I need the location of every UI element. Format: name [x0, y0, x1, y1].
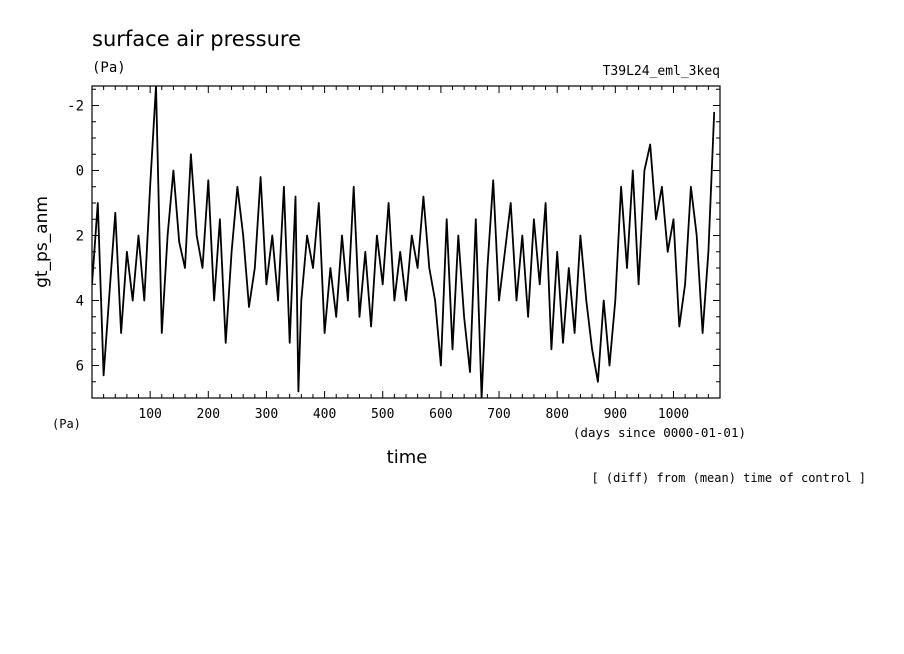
run-label: T39L24_eml_3keq [603, 64, 720, 79]
x-tick-label: 700 [487, 407, 510, 422]
y-tick-label: 2 [76, 229, 84, 245]
x-units-label: (days since 0000-01-01) [573, 425, 746, 440]
x-tick-label: 600 [429, 407, 452, 422]
axis-tick-labels: 100 200 300 400 500 600 700 800 900 1000 -2 0 2 4 6 [67, 99, 689, 423]
x-tick-label: 300 [255, 407, 278, 422]
x-tick-label: 900 [604, 407, 627, 422]
y-axis-label: gt_ps_anm [32, 196, 52, 288]
comparison-note: [ (diff) from (mean) time of control ] [591, 471, 866, 485]
axis-ticks [92, 86, 720, 399]
x-tick-label: 200 [197, 407, 220, 422]
y-tick-label: 0 [76, 164, 84, 180]
units-label: (Pa) [92, 60, 126, 76]
y-tick-label: -2 [67, 99, 84, 115]
y-units-lower: (Pa) [52, 417, 81, 431]
series-lines [92, 86, 716, 398]
x-tick-label: 800 [545, 407, 568, 422]
x-axis-label: time [387, 447, 428, 468]
series-line [92, 86, 716, 398]
x-tick-label: 1000 [658, 407, 689, 422]
x-tick-label: 500 [371, 407, 394, 422]
x-tick-label: 400 [313, 407, 336, 422]
x-tick-label: 100 [138, 407, 161, 422]
y-tick-label: 6 [76, 359, 84, 375]
chart-title: surface air pressure [92, 27, 301, 51]
y-tick-label: 4 [76, 294, 84, 310]
